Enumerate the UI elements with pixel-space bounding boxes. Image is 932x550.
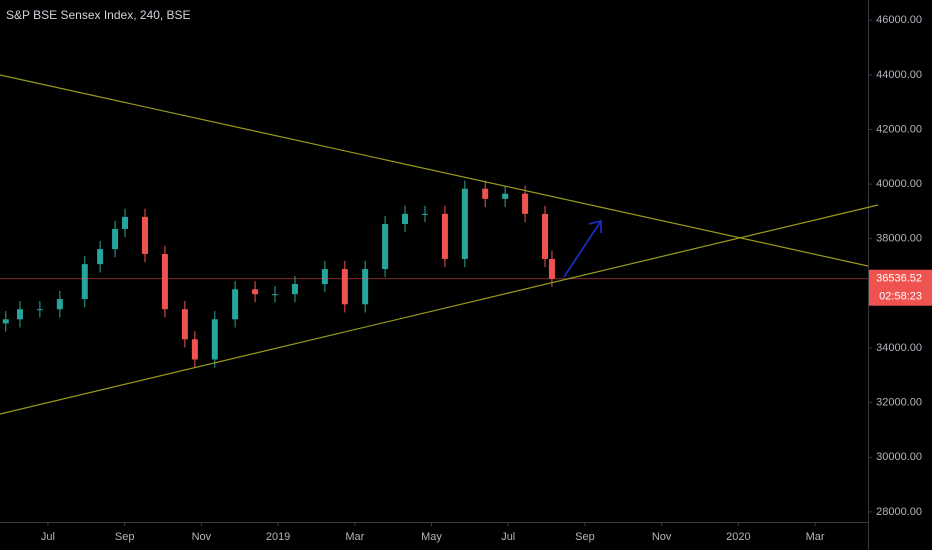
candle-body [542,213,549,259]
candle-body [181,309,188,340]
last-price-box [869,269,932,306]
candle-body [382,223,389,270]
candle-body [191,339,198,360]
candle-body [522,193,529,214]
candle-body [548,258,555,279]
candle-body [81,264,88,300]
x-tick-label: Sep [115,531,135,543]
candle-body [402,213,409,224]
candle-body [112,228,119,250]
x-tick-label: Mar [806,531,825,543]
candle-body [321,269,328,285]
candle-body [232,289,239,320]
candle-body [272,294,279,296]
y-tick-label: 28000.00 [876,506,922,518]
y-tick-label: 44000.00 [876,69,922,81]
last-price-label: 36536.52 [876,273,922,285]
candle-body [161,254,168,310]
candle-body [461,188,468,259]
candle-body [2,319,9,324]
candle-body [362,269,369,305]
candle-body [341,269,348,305]
y-tick-label: 42000.00 [876,123,922,135]
x-tick-label: Sep [575,531,595,543]
y-tick-label: 34000.00 [876,342,922,354]
candle-body [97,249,104,265]
candle-body [502,193,509,199]
candle-body [141,216,148,255]
y-tick-label: 38000.00 [876,233,922,245]
candle-body [16,309,23,320]
candle-body [441,213,448,259]
candle-body [291,284,298,295]
y-tick-label: 30000.00 [876,451,922,463]
upper-trend-line [0,74,869,267]
y-tick-label: 40000.00 [876,178,922,190]
candle-body [36,309,43,311]
y-tick-label: 32000.00 [876,397,922,409]
x-tick-label: Nov [652,531,672,543]
candle-body [482,188,489,199]
candle-body [421,213,428,215]
y-tick-label: 46000.00 [876,14,922,26]
lower-trend-line [0,204,879,415]
arrow [563,219,602,278]
x-tick-label: May [421,531,442,543]
candle-body [252,289,259,295]
chart-title: S&P BSE Sensex Index, 240, BSE [6,8,191,22]
candle-body [56,299,63,310]
x-tick-label: Jul [41,531,55,543]
x-tick-label: 2020 [726,531,750,543]
x-tick-label: 2019 [266,531,290,543]
x-tick-label: Nov [192,531,212,543]
x-tick-label: Jul [501,531,515,543]
plot-area [0,180,868,368]
candle-body [122,216,129,229]
x-tick-label: Mar [345,531,364,543]
candle-body [211,319,218,360]
countdown-label: 02:58:23 [879,291,922,303]
